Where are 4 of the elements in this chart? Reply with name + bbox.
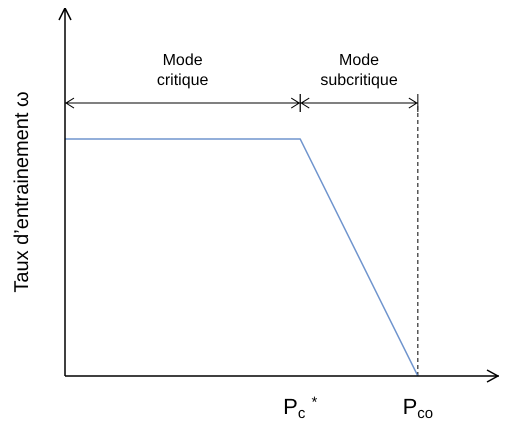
text: Mode subcritique <box>319 51 399 92</box>
text: Mode critique <box>156 51 210 92</box>
y-axis-title: Taux d’entrainement ω <box>11 91 34 293</box>
x-tick-label: P$_{co}$ <box>402 394 434 422</box>
